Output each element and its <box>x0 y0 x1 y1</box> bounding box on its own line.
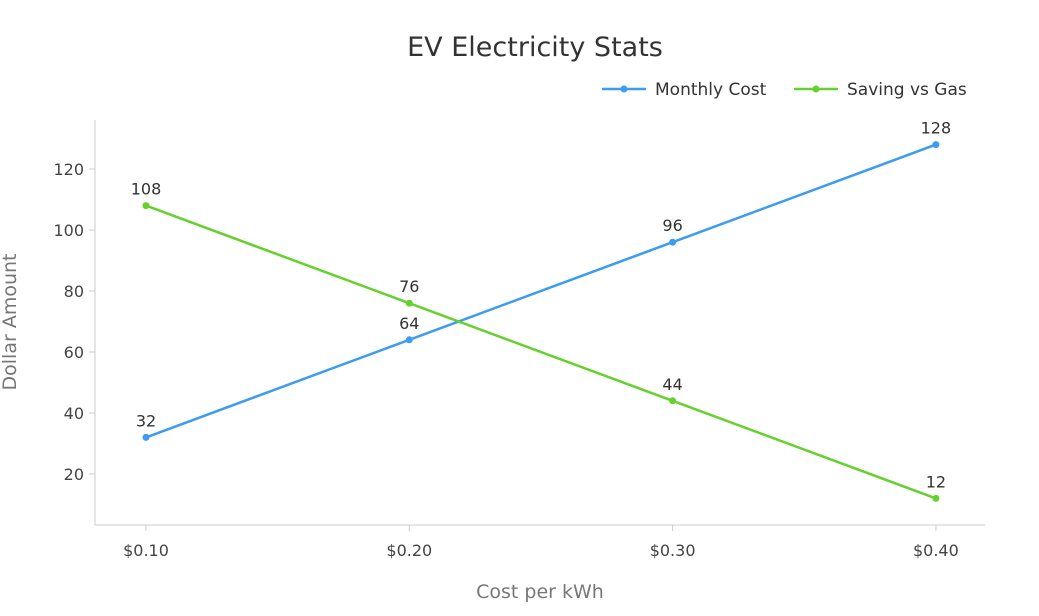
y-tick-label: 20 <box>64 465 84 484</box>
legend-marker <box>812 85 820 93</box>
legend-item[interactable]: Saving vs Gas <box>794 80 967 100</box>
data-label: 64 <box>399 314 419 333</box>
y-tick-label: 60 <box>64 343 84 362</box>
data-label: 108 <box>131 180 162 199</box>
data-label: 12 <box>926 472 946 491</box>
data-label: 32 <box>136 411 156 430</box>
data-point[interactable] <box>669 397 677 405</box>
data-label: 96 <box>662 216 682 235</box>
y-tick-label: 100 <box>53 221 84 240</box>
x-axis-label: Cost per kWh <box>476 581 604 603</box>
data-label: 128 <box>921 119 952 138</box>
data-point[interactable] <box>669 238 677 246</box>
legend-marker <box>620 85 628 93</box>
data-point[interactable] <box>142 433 150 441</box>
legend: Monthly Cost Saving vs Gas <box>602 80 967 100</box>
legend-item[interactable]: Monthly Cost <box>602 80 767 100</box>
legend-label: Monthly Cost <box>655 80 767 100</box>
x-tick-label: $0.30 <box>650 541 696 560</box>
x-tick-label: $0.20 <box>386 541 432 560</box>
chart-title: EV Electricity Stats <box>407 32 663 63</box>
data-point[interactable] <box>932 494 940 502</box>
x-tick-label: $0.40 <box>913 541 959 560</box>
data-label: 44 <box>662 375 682 394</box>
series-line <box>145 143 937 439</box>
y-axis-label: Dollar Amount <box>0 254 21 391</box>
series-saving-vs-gas: 108 76 44 12 <box>131 180 946 502</box>
y-tick-label: 80 <box>64 282 84 301</box>
y-tick-label: 40 <box>64 404 84 423</box>
legend-label: Saving vs Gas <box>847 80 967 100</box>
data-point[interactable] <box>142 202 150 210</box>
data-label: 76 <box>399 277 419 296</box>
x-tick-label: $0.10 <box>123 541 169 560</box>
data-point[interactable] <box>405 299 413 307</box>
series-line <box>145 204 937 500</box>
data-point[interactable] <box>932 141 940 149</box>
y-tick-label: 120 <box>53 160 84 179</box>
data-point[interactable] <box>405 336 413 344</box>
series-monthly-cost: 32 64 96 128 <box>136 119 951 441</box>
